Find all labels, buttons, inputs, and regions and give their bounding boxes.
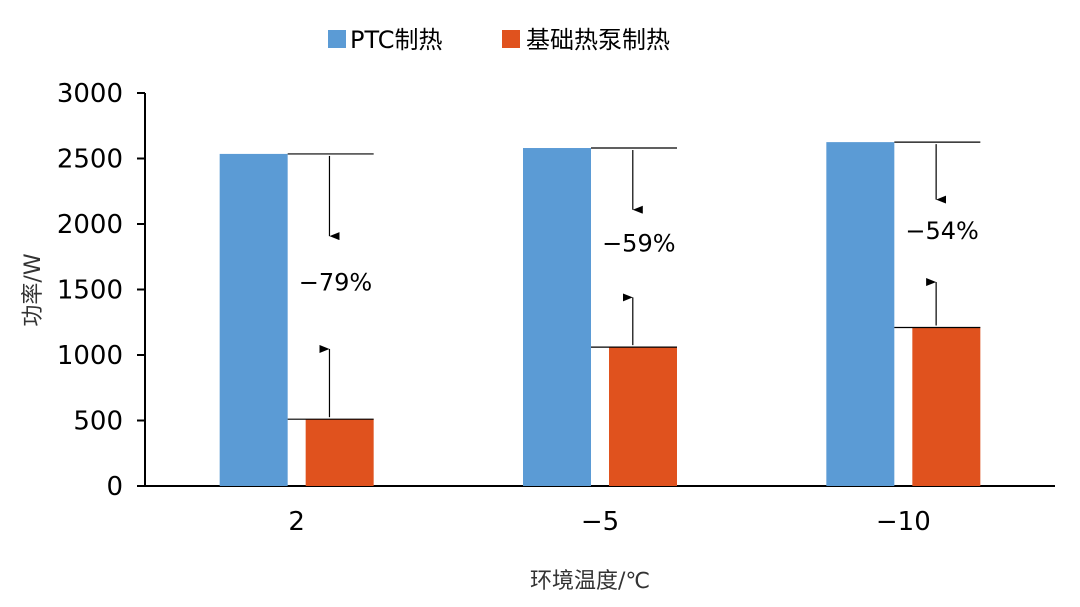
legend: PTC制热 基础热泵制热 <box>328 26 670 54</box>
legend-label-heat-pump: 基础热泵制热 <box>526 26 670 54</box>
y-tick-label: 1000 <box>57 341 123 371</box>
legend-label-ptc: PTC制热 <box>350 26 442 54</box>
bar-heat-pump <box>609 347 677 486</box>
reduction-label: −54% <box>905 217 978 245</box>
reduction-annotations: −79% −59% −54% <box>287 141 981 420</box>
bar-ptc <box>826 142 895 486</box>
x-tick-label: −10 <box>876 507 931 537</box>
x-tick-labels: 2 −5 −10 <box>288 507 930 537</box>
y-axis-title: 功率/W <box>21 253 46 326</box>
reduction-label: −79% <box>299 269 372 297</box>
y-tick-label: 2000 <box>57 210 123 240</box>
y-tick-label: 3000 <box>57 79 123 109</box>
bar-heat-pump <box>305 419 374 486</box>
y-tick-label: 500 <box>73 407 123 437</box>
y-tick-label: 2500 <box>57 145 123 175</box>
y-tick-label: 1500 <box>57 276 123 306</box>
reduction-label: −59% <box>602 230 675 258</box>
bar-ptc <box>219 153 288 487</box>
x-tick-label: 2 <box>288 507 305 537</box>
y-ticks: 0 500 1000 1500 2000 2500 3000 <box>57 79 145 502</box>
bar-heat-pump <box>912 327 981 486</box>
x-tick-label: −5 <box>581 507 619 537</box>
legend-swatch-heat-pump <box>502 30 520 48</box>
bars <box>219 142 981 487</box>
x-axis-title: 环境温度/℃ <box>530 569 650 594</box>
legend-swatch-ptc <box>328 30 346 48</box>
y-tick-label: 0 <box>106 472 123 502</box>
bar-ptc <box>523 148 591 486</box>
